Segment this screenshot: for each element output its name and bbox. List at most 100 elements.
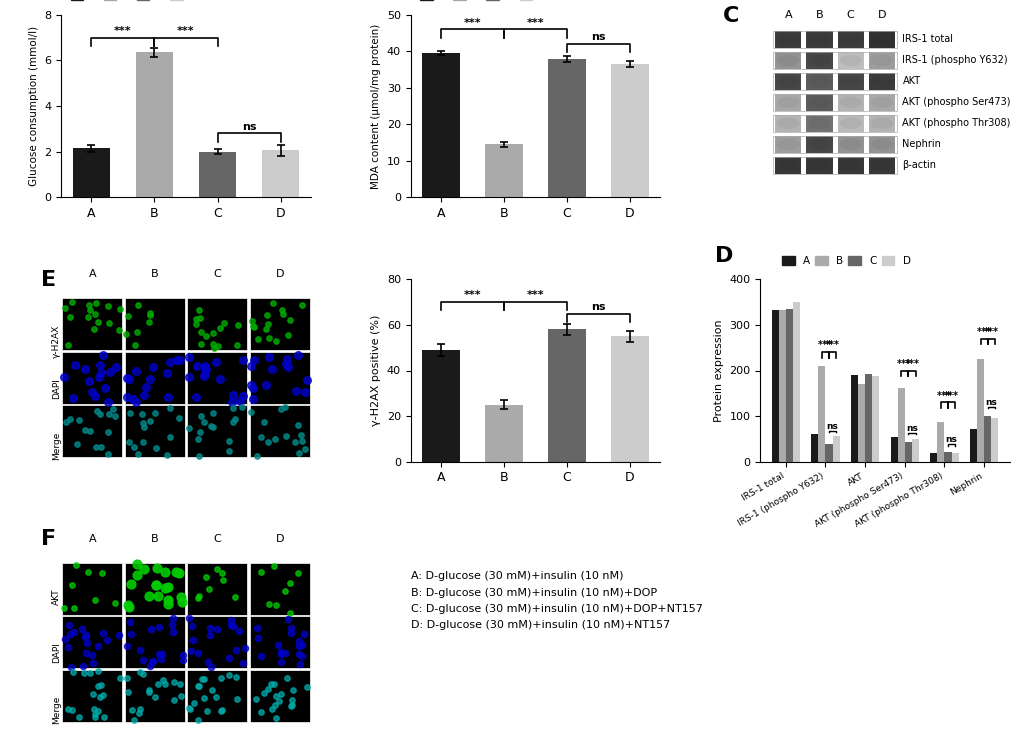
Point [193, 326, 209, 338]
Bar [868, 115, 894, 132]
Point [259, 318, 275, 330]
Point [243, 359, 259, 371]
Point [60, 641, 76, 653]
Bar [806, 136, 832, 153]
Point [249, 451, 265, 462]
Text: D: D [714, 247, 733, 267]
Bar [806, 31, 832, 47]
Point [90, 705, 106, 717]
Point [160, 391, 176, 403]
Point [63, 705, 79, 717]
Text: DAPI: DAPI [52, 642, 61, 663]
Text: C: C [213, 269, 221, 279]
Point [63, 661, 79, 673]
Bar [62, 563, 122, 614]
Bar [868, 73, 894, 90]
Point [289, 349, 306, 361]
Point [207, 691, 223, 702]
Point [77, 647, 94, 659]
Point [57, 634, 73, 645]
Point [234, 354, 251, 366]
Bar [772, 31, 897, 47]
Point [260, 332, 276, 344]
Bar [485, 144, 523, 197]
Point [262, 679, 278, 691]
Point [145, 655, 161, 667]
Point [124, 704, 141, 716]
Point [204, 684, 220, 696]
Point [282, 700, 299, 712]
Ellipse shape [776, 139, 799, 150]
Point [264, 363, 280, 375]
Point [82, 305, 98, 316]
Bar [837, 52, 863, 69]
Point [82, 668, 98, 679]
Text: ns: ns [825, 422, 838, 431]
Point [77, 425, 94, 436]
Point [76, 363, 93, 375]
Point [173, 597, 190, 608]
Point [65, 393, 82, 405]
Bar [547, 330, 585, 462]
Ellipse shape [807, 76, 829, 87]
Point [133, 408, 150, 419]
Point [228, 339, 245, 351]
Point [253, 651, 269, 662]
Point [107, 597, 123, 609]
Point [186, 697, 203, 708]
Bar [62, 352, 122, 404]
Ellipse shape [776, 33, 799, 45]
Bar [774, 52, 801, 69]
Point [229, 319, 246, 330]
Point [169, 354, 185, 366]
Point [233, 401, 250, 413]
Bar [936, 422, 944, 462]
Point [150, 648, 166, 659]
Point [165, 677, 181, 688]
Bar [187, 670, 247, 722]
Bar [187, 352, 247, 404]
Point [227, 413, 244, 425]
Point [77, 629, 94, 641]
Point [175, 654, 192, 666]
Bar [62, 299, 122, 350]
Point [141, 316, 157, 328]
Text: ns: ns [591, 32, 605, 42]
Ellipse shape [776, 159, 799, 171]
Point [95, 689, 111, 701]
Ellipse shape [839, 139, 861, 150]
Point [62, 413, 78, 425]
Point [75, 668, 92, 679]
Point [224, 402, 240, 414]
Bar [857, 384, 864, 462]
Ellipse shape [807, 139, 829, 150]
Point [136, 389, 152, 401]
Point [193, 410, 209, 422]
Point [150, 591, 166, 602]
Point [154, 648, 170, 659]
Ellipse shape [776, 96, 799, 108]
Bar [792, 302, 799, 462]
Point [64, 296, 81, 308]
Bar [806, 73, 832, 90]
Ellipse shape [839, 76, 861, 87]
Point [57, 302, 73, 313]
Point [91, 679, 107, 691]
Text: Merge: Merge [52, 696, 61, 724]
Bar [774, 94, 801, 110]
Point [181, 703, 198, 715]
Bar [772, 52, 897, 69]
Point [270, 695, 286, 707]
Point [209, 623, 225, 635]
Point [108, 361, 124, 373]
Point [92, 691, 108, 703]
Point [88, 297, 104, 309]
Point [132, 666, 149, 678]
Legend: A, B, C, D: A, B, C, D [66, 0, 203, 5]
Text: DAPI: DAPI [52, 378, 61, 399]
Point [160, 581, 176, 593]
Point [205, 421, 221, 433]
Text: ***: *** [936, 391, 951, 401]
Point [150, 677, 166, 689]
Bar [772, 157, 897, 173]
